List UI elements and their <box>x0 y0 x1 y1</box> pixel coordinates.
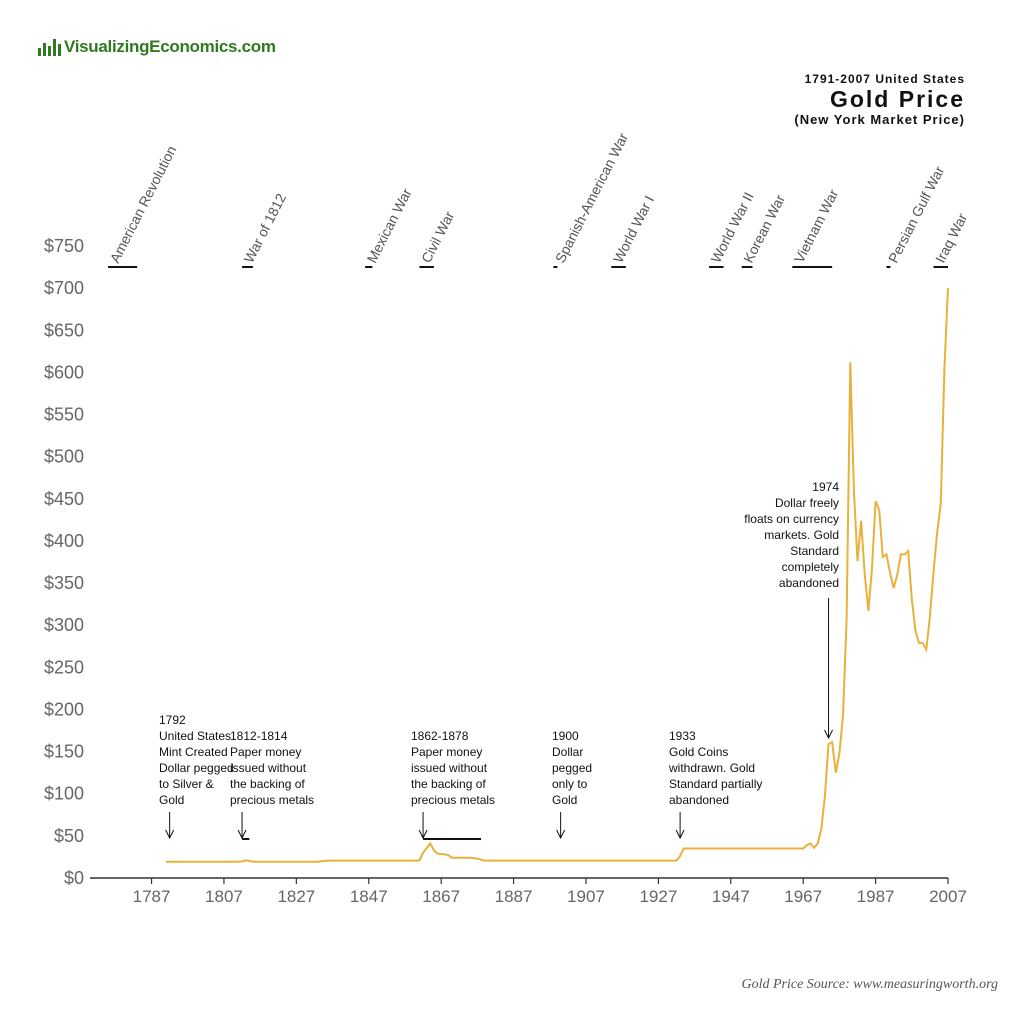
war-label: Mexican War <box>364 185 415 265</box>
y-tick-label: $100 <box>44 784 84 804</box>
annotation: 1812-1814 Paper money issued without the ba… <box>230 729 314 840</box>
logo-text: VisualizingEconomics.com <box>64 37 276 56</box>
annotation-text: 1933 Gold Coins withdrawn. Gold Standard pa… <box>668 729 762 807</box>
annotation-text: 1862-1878 Paper money issued without the ba… <box>411 729 495 807</box>
y-tick-label: $450 <box>44 489 84 509</box>
war-label: Civil War <box>418 208 458 265</box>
title-top: 1791-2007 United States <box>804 72 965 86</box>
title-block: 1791-2007 United States Gold Price (New … <box>794 72 965 127</box>
y-tick-label: $50 <box>54 826 84 846</box>
y-tick-label: $500 <box>44 447 84 467</box>
y-tick-label: $150 <box>44 742 84 762</box>
y-tick-label: $750 <box>44 236 84 256</box>
war-label: World War I <box>610 193 657 265</box>
x-tick-label: 1987 <box>857 887 895 906</box>
y-tick-label: $550 <box>44 405 84 425</box>
annotations: 1792 United States Mint Created Dollar pegg… <box>159 480 839 840</box>
y-tick-label: $350 <box>44 573 84 593</box>
war-label: War of 1812 <box>240 190 289 265</box>
title-subtitle: (New York Market Price) <box>794 112 965 127</box>
y-tick-label: $600 <box>44 362 84 382</box>
x-tick-label: 1847 <box>350 887 388 906</box>
logo: VisualizingEconomics.com <box>38 30 276 56</box>
x-tick-label: 1807 <box>205 887 243 906</box>
x-tick-label: 1867 <box>422 887 460 906</box>
source-note: Gold Price Source: www.measuringworth.or… <box>741 977 998 992</box>
y-tick-label: $300 <box>44 615 84 635</box>
annotation-text: 1900 Dollar pegged only to Gold <box>552 729 592 807</box>
war-label: Vietnam War <box>791 186 842 265</box>
annotation-arrowhead <box>675 829 685 840</box>
x-tick-label: 1787 <box>133 887 171 906</box>
x-tick-label: 1827 <box>277 887 315 906</box>
war-label: Iraq War <box>932 210 971 265</box>
annotation: 1862-1878 Paper money issued without the ba… <box>411 729 495 840</box>
x-tick-label: 1887 <box>495 887 533 906</box>
annotation-text: 1792 United States Mint Created Dollar pegg… <box>159 713 234 807</box>
y-tick-label: $650 <box>44 320 84 340</box>
annotation-arrowhead <box>556 829 566 840</box>
annotation-arrowhead <box>824 729 833 740</box>
x-tick-label: 1907 <box>567 887 605 906</box>
annotation: 1974 Dollar freely floats on currency marke… <box>744 480 839 740</box>
annotation-arrowhead <box>418 829 428 840</box>
gold-price-line <box>166 288 949 863</box>
annotation: 1900 Dollar pegged only to Gold <box>552 729 592 840</box>
y-axis: $0 $50 $100 $150 $200 $250 $300 $350 $400 $450 $50… <box>44 236 84 888</box>
annotation-text: 1974 Dollar freely floats on currency marke… <box>744 480 839 590</box>
war-label: American Revolution <box>107 143 180 265</box>
x-tick-label: 1947 <box>712 887 750 906</box>
x-tick-label: 1927 <box>639 887 677 906</box>
annotation-text: 1812-1814 Paper money issued without the ba… <box>230 729 314 807</box>
war-periods: American Revolution War of 1812 Mexican Wa… <box>107 130 971 268</box>
page-title: Gold Price <box>829 86 965 112</box>
x-tick-label: 1967 <box>784 887 822 906</box>
annotation-arrowhead <box>165 829 175 840</box>
y-tick-label: $400 <box>44 531 84 551</box>
y-tick-label: $700 <box>44 278 84 298</box>
annotation: 1792 United States Mint Created Dollar pegg… <box>159 713 234 840</box>
y-tick-label: $0 <box>64 868 84 888</box>
x-tick-label: 2007 <box>929 887 967 906</box>
x-axis: 1787 1807 1827 1847 1867 1887 1907 1927 1947 1967… <box>90 877 967 906</box>
annotation: 1933 Gold Coins withdrawn. Gold Standard pa… <box>668 729 762 840</box>
bar-chart-logo-icon <box>38 38 61 56</box>
y-tick-label: $250 <box>44 657 84 677</box>
y-tick-label: $200 <box>44 699 84 719</box>
